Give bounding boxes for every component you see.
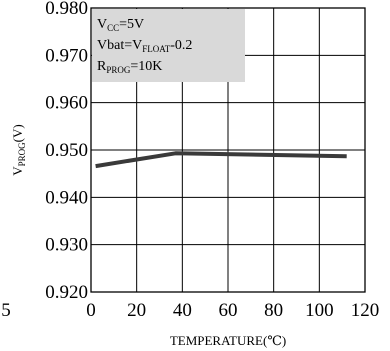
annotation-subscript: CC (107, 23, 119, 33)
y-tick-label: 0.950 (45, 140, 88, 161)
annotation-text: V (97, 17, 107, 32)
x-tick-label: 120 (351, 300, 380, 321)
plot-frame (90, 7, 366, 293)
x-axis-label: TEMPERATURE(℃) (170, 333, 286, 348)
y-axis-label-sub: PROG (17, 142, 27, 167)
x-tick-label: 0 (86, 300, 96, 321)
y-tick-label: 0.930 (45, 235, 88, 256)
y-tick-label: 0.970 (45, 45, 88, 66)
y-tick-label: 0.940 (45, 187, 88, 208)
series-line (95, 151, 347, 169)
y-axis-label-main: V (10, 166, 25, 176)
annotation-text: =10K (130, 59, 162, 74)
x-tick-label: 20 (127, 300, 146, 321)
y-tick-label: 0.960 (45, 93, 88, 114)
annotation-subscript: FLOAT (142, 44, 171, 54)
axis-labels: TEMPERATURE(℃) VPROG(V) (10, 124, 286, 348)
annotation-subscript: PROG (106, 65, 131, 75)
annotation-line: Vbat=VFLOAT-0.2 (97, 38, 192, 54)
y-axis-label: VPROG(V) (10, 124, 27, 175)
axes (90, 7, 366, 293)
x-tick-label: 60 (219, 300, 238, 321)
annotation-text: R (97, 59, 107, 74)
x-tick-label: 80 (264, 300, 283, 321)
annotation-background (92, 9, 245, 82)
y-axis-label-suffix: (V) (10, 124, 25, 142)
annotation-text: =5V (119, 17, 144, 32)
y-tick-label: 0.980 (45, 0, 88, 19)
x-tick-label: 100 (305, 300, 334, 321)
annotation-text: -0.2 (170, 38, 192, 53)
x-tick-label: 5 (1, 300, 11, 321)
y-tick-label: 0.920 (45, 282, 88, 303)
series (95, 151, 347, 169)
annotation-text: Vbat=V (97, 38, 142, 53)
annotation-box: VCC=5V Vbat=VFLOAT-0.2 RPROG=10K (92, 9, 245, 82)
annotation-line: RPROG=10K (97, 59, 162, 75)
x-tick-label: 40 (173, 300, 192, 321)
annotation-line: VCC=5V (97, 17, 144, 33)
tick-labels: 0.920 0.930 0.940 0.950 0.960 0.970 0.980 5 0 20 4… (1, 0, 379, 321)
